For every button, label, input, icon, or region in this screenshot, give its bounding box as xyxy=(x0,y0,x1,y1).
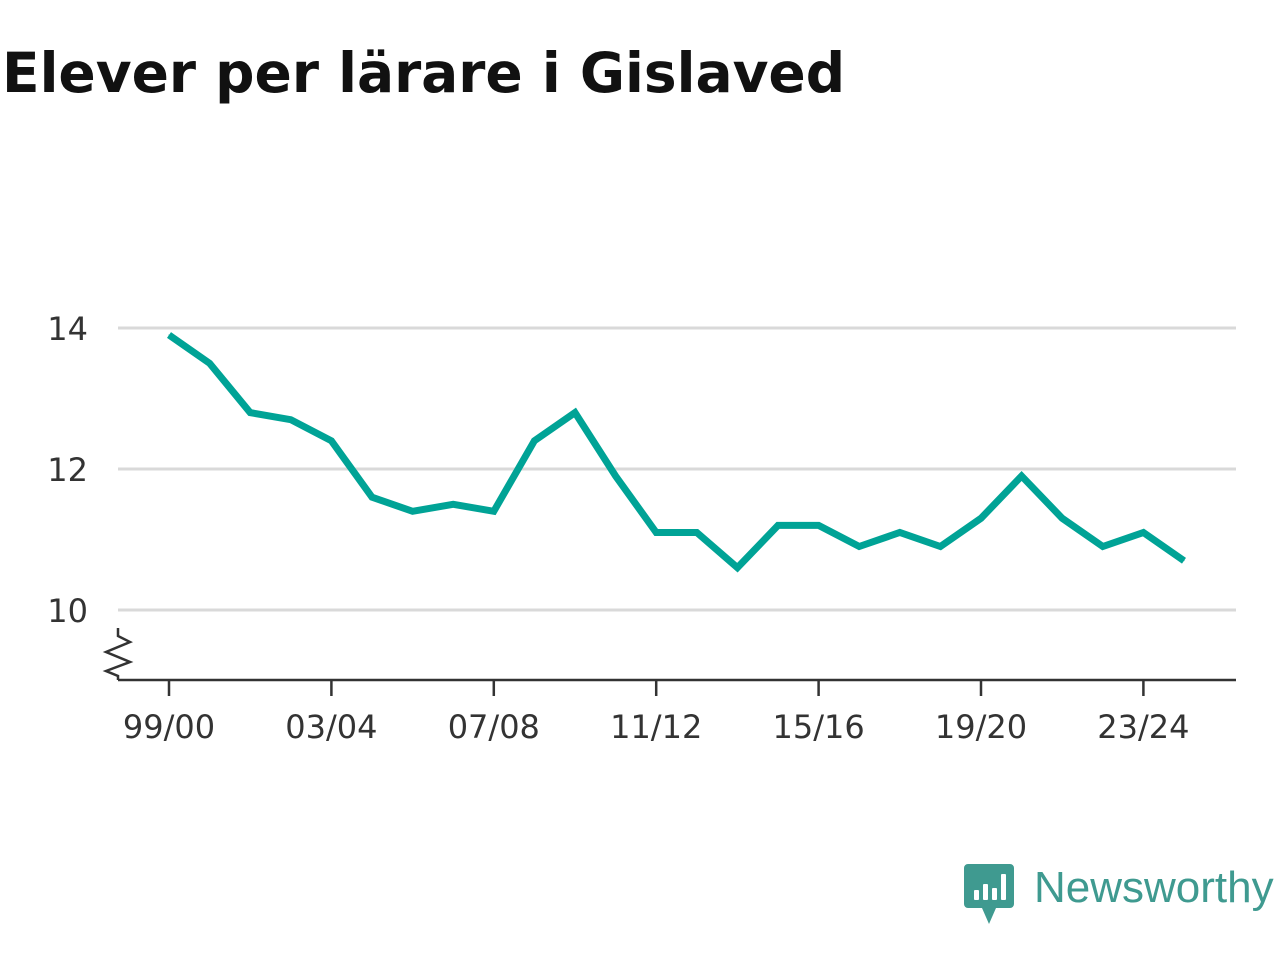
data-point-12-13 xyxy=(696,531,698,533)
series-layer xyxy=(166,332,1186,573)
axes xyxy=(102,628,1236,682)
data-point-07-08 xyxy=(493,510,495,512)
data-point-24-25 xyxy=(1183,560,1185,562)
data-point-20-21 xyxy=(1021,475,1023,477)
y-tick-label-12: 12 xyxy=(47,451,88,489)
x-tick-label-11-12: 11/12 xyxy=(610,708,702,746)
data-point-13-14 xyxy=(736,567,738,569)
x-tick-label-03-04: 03/04 xyxy=(285,708,377,746)
data-point-18-19 xyxy=(939,546,941,548)
data-point-06-07 xyxy=(452,503,454,505)
x-tick-label-15-16: 15/16 xyxy=(772,708,864,746)
data-point-14-15 xyxy=(777,524,779,526)
x-tick-label-07-08: 07/08 xyxy=(448,708,540,746)
chart-title: Elever per lärare i Gislaved xyxy=(2,41,846,105)
gridlines xyxy=(118,326,1236,612)
data-point-16-17 xyxy=(858,546,860,548)
data-point-02-03 xyxy=(290,419,292,421)
data-point-03-04 xyxy=(330,440,332,442)
y-tick-label-14: 14 xyxy=(47,310,88,348)
data-point-23-24 xyxy=(1142,531,1144,533)
data-point-19-20 xyxy=(980,517,982,519)
data-point-99-00 xyxy=(168,334,170,336)
chart-speech-bubble-icon xyxy=(964,864,1014,924)
x-tick-label-19-20: 19/20 xyxy=(935,708,1027,746)
brand-name: Newsworthy xyxy=(1034,863,1274,912)
x-tick-label-99-00: 99/00 xyxy=(123,708,215,746)
brand-logo-area: Newsworthy xyxy=(964,863,1274,926)
y-axis-tick-labels: 10 12 14 xyxy=(47,310,88,630)
data-point-08-09 xyxy=(533,440,535,442)
data-point-04-05 xyxy=(371,496,373,498)
data-point-22-23 xyxy=(1102,546,1104,548)
data-point-11-12 xyxy=(655,531,657,533)
data-point-15-16 xyxy=(818,524,820,526)
series-line-0 xyxy=(166,332,1186,573)
y-tick-label-10: 10 xyxy=(47,592,88,630)
data-point-01-02 xyxy=(249,412,251,414)
x-tick-label-23-24: 23/24 xyxy=(1097,708,1189,746)
x-axis-ticks: 99/00 03/04 07/08 11/12 15/16 19/20 23/24 xyxy=(123,680,1190,746)
data-point-05-06 xyxy=(412,510,414,512)
data-point-21-22 xyxy=(1061,517,1063,519)
y-axis-break-icon xyxy=(102,628,134,680)
data-point-10-11 xyxy=(615,475,617,477)
data-point-00-01 xyxy=(209,362,211,364)
data-point-17-18 xyxy=(899,531,901,533)
data-point-09-10 xyxy=(574,412,576,414)
